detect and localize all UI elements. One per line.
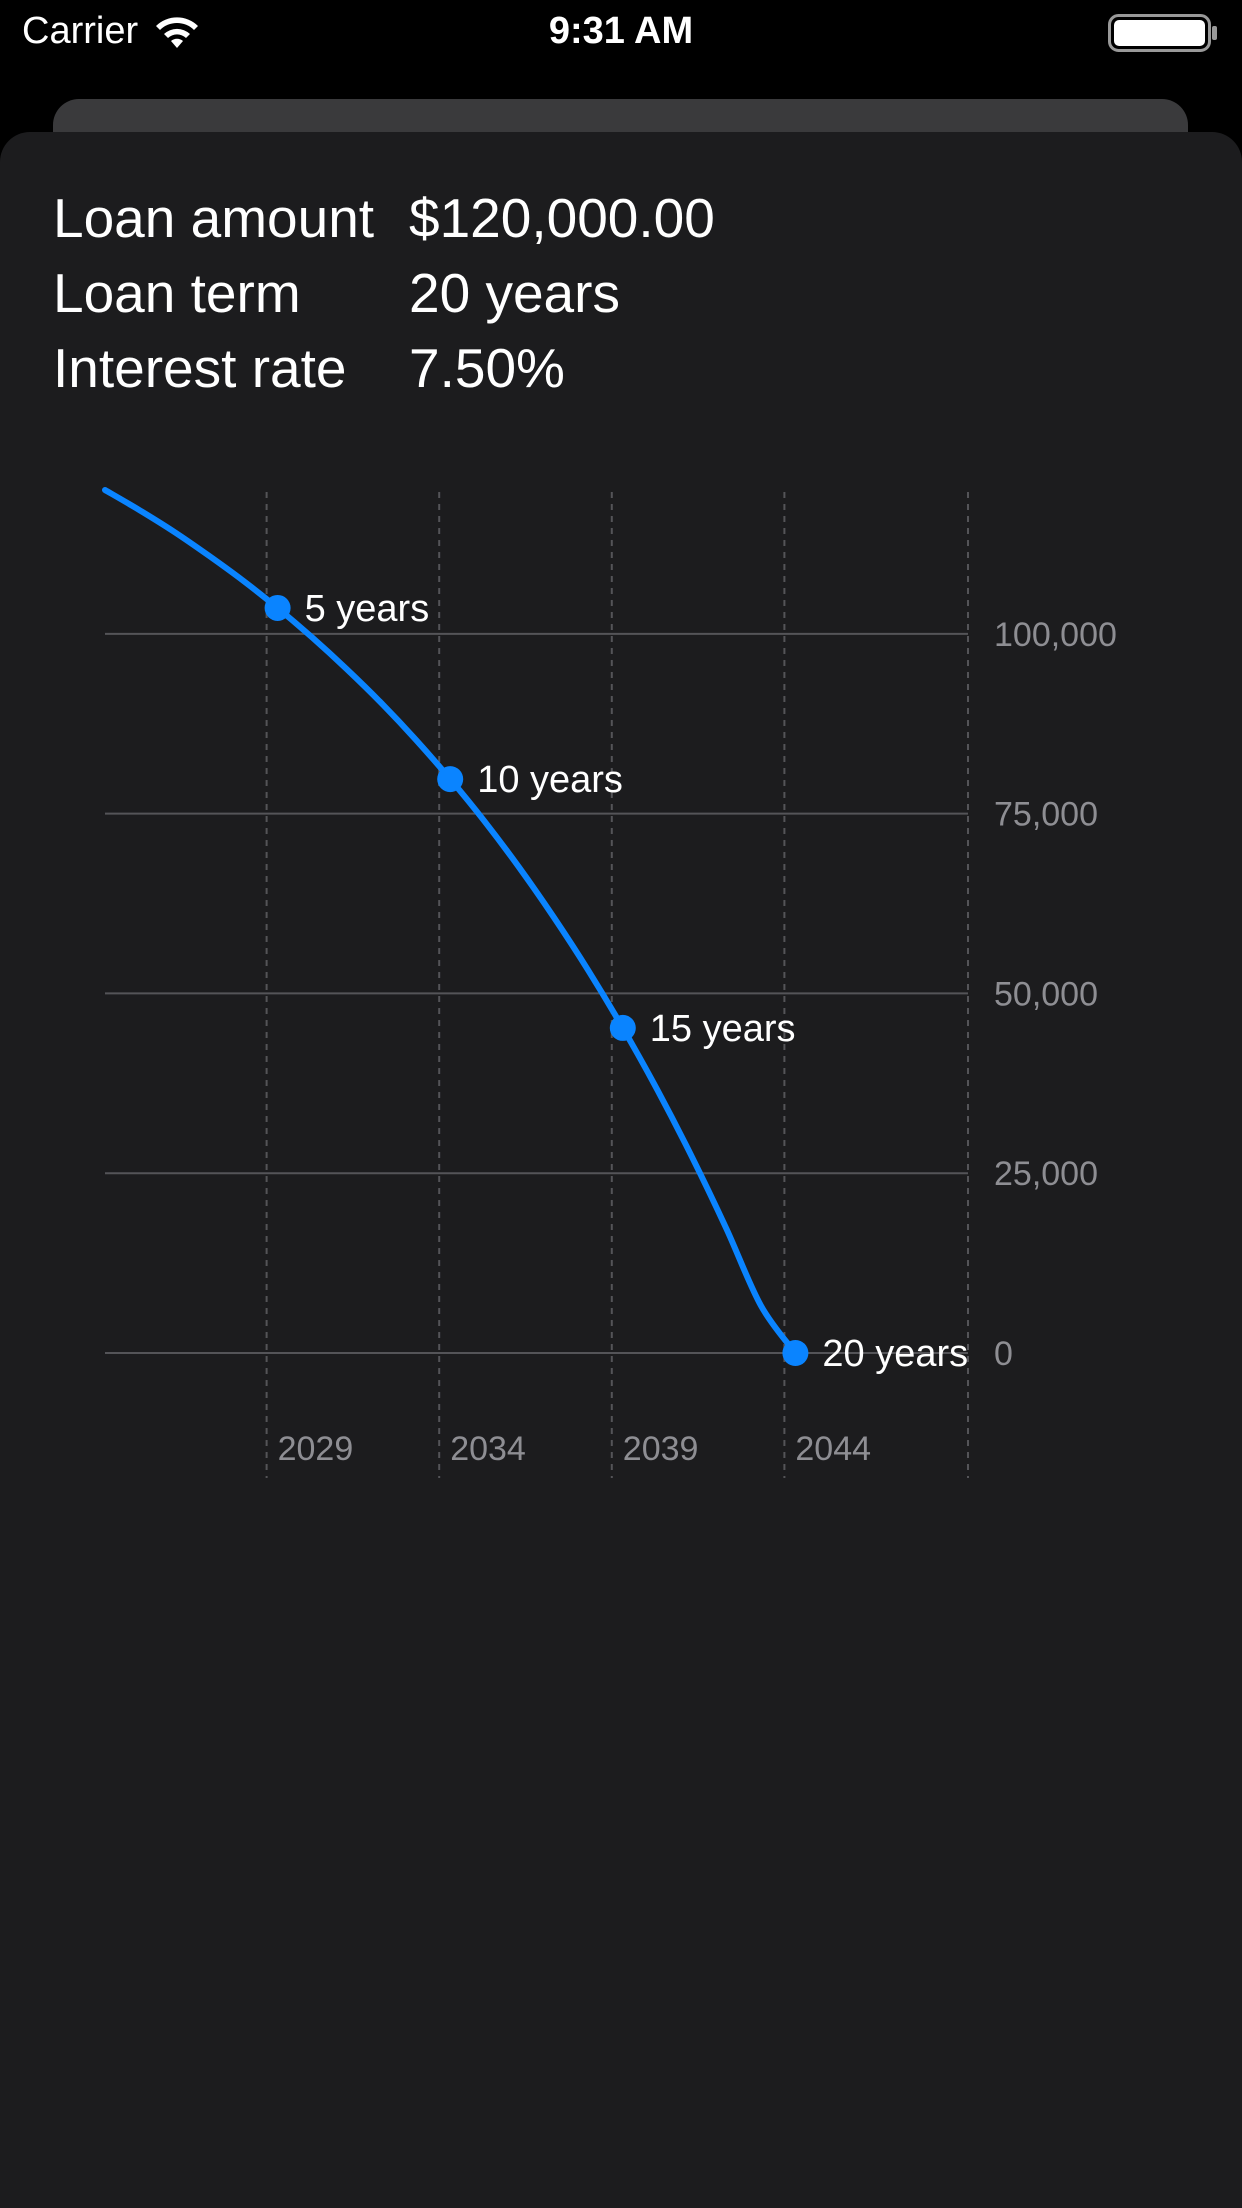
data-point-marker — [609, 1014, 636, 1041]
data-point-label: 5 years — [305, 588, 430, 630]
loan-sheet — [0, 132, 1242, 2208]
interest-rate-label: Interest rate — [53, 336, 347, 399]
x-tick-label: 2039 — [623, 1430, 699, 1468]
data-point-label: 10 years — [477, 759, 623, 801]
balance-chart: 0 25,000 50,000 75,000 100,000 2029 2034 2039 20… — [102, 487, 1117, 1478]
data-point-marker — [782, 1340, 809, 1366]
loan-amount-row: Loan amount $120,000.00 — [53, 180, 715, 255]
battery-icon — [1108, 14, 1217, 52]
x-tick-label: 2034 — [450, 1430, 526, 1468]
status-bar: Carrier 9:31 AM — [0, 0, 1242, 70]
loan-term-label: Loan term — [53, 261, 301, 324]
x-tick-label: 2044 — [795, 1430, 871, 1468]
loan-term-row: Loan term 20 years — [53, 255, 715, 330]
data-point-marker — [264, 594, 291, 621]
data-point-marker — [437, 766, 464, 793]
status-time: 9:31 AM — [548, 10, 694, 52]
data-point-label: 20 years — [822, 1333, 968, 1375]
x-tick-label: 2029 — [278, 1430, 354, 1468]
y-tick-label: 100,000 — [994, 616, 1117, 654]
balance-line — [102, 487, 799, 1356]
loan-summary: Loan amount $120,000.00 Loan term 20 yea… — [53, 180, 715, 405]
loan-amount-value: $120,000.00 — [409, 186, 715, 249]
y-tick-label: 25,000 — [994, 1155, 1098, 1193]
y-tick-label: 50,000 — [994, 975, 1098, 1013]
loan-term-value: 20 years — [409, 261, 620, 324]
loan-amount-label: Loan amount — [53, 186, 375, 249]
y-tick-label: 0 — [994, 1335, 1013, 1373]
data-point-label: 15 years — [650, 1008, 796, 1050]
carrier-info: Carrier — [22, 10, 202, 53]
y-tick-label: 75,000 — [994, 796, 1098, 834]
wifi-icon — [156, 16, 199, 48]
interest-rate-row: Interest rate 7.50% — [53, 330, 715, 405]
carrier-label: Carrier — [22, 10, 139, 52]
interest-rate-value: 7.50% — [409, 336, 565, 399]
